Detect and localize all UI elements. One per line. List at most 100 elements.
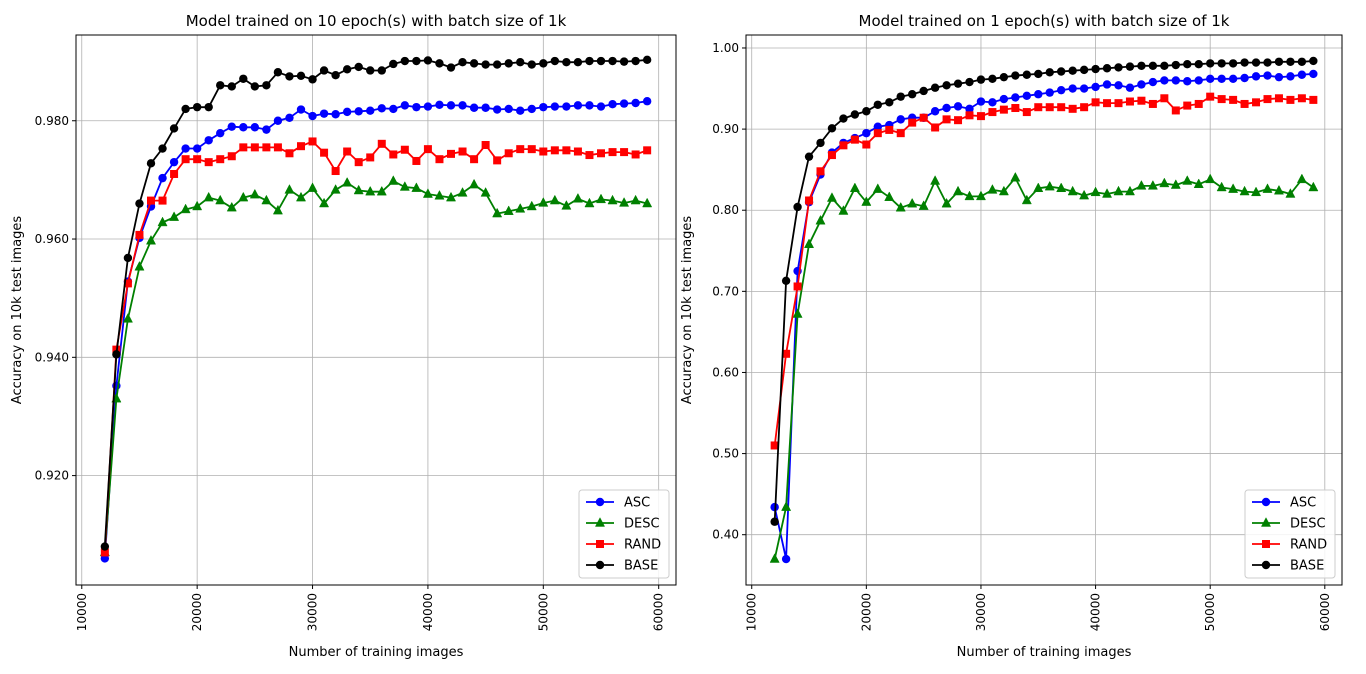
data-point-desc xyxy=(1239,185,1250,196)
data-point-rand xyxy=(1068,104,1077,113)
data-point-base xyxy=(1011,71,1020,80)
data-point-asc xyxy=(262,125,271,134)
data-point-desc xyxy=(469,178,480,189)
y-tick-label: 1.00 xyxy=(712,41,739,55)
data-point-base xyxy=(1240,58,1249,67)
data-point-asc xyxy=(1194,76,1203,85)
data-point-asc xyxy=(1263,71,1272,80)
data-point-base xyxy=(642,55,652,65)
data-point-base xyxy=(885,98,894,107)
data-point-desc xyxy=(619,197,630,207)
data-point-rand xyxy=(1114,99,1123,108)
data-point-base xyxy=(1091,64,1100,74)
data-point-asc xyxy=(481,103,490,112)
data-point-base xyxy=(296,71,306,81)
legend-marker-asc xyxy=(1261,497,1271,507)
data-point-rand xyxy=(631,150,640,159)
data-point-asc xyxy=(1056,85,1066,95)
data-point-rand xyxy=(1011,104,1020,113)
data-point-base xyxy=(1045,68,1054,77)
data-point-base xyxy=(999,72,1009,82)
data-point-base xyxy=(273,68,283,77)
x-tick-label: 10000 xyxy=(75,593,89,631)
data-point-rand xyxy=(273,143,282,152)
data-point-rand xyxy=(1137,96,1146,105)
series-rand xyxy=(100,137,652,557)
legend-label-base: BASE xyxy=(1290,559,1324,574)
data-point-asc xyxy=(896,115,905,124)
data-point-base xyxy=(770,517,779,526)
data-point-rand xyxy=(158,196,167,205)
data-point-base xyxy=(192,102,202,112)
data-point-base xyxy=(1205,59,1215,68)
x-tick-label: 60000 xyxy=(1318,593,1332,631)
data-point-asc xyxy=(216,128,225,138)
data-point-base xyxy=(631,56,640,66)
data-point-rand xyxy=(942,115,951,124)
data-point-rand xyxy=(539,147,548,156)
data-point-asc xyxy=(1240,73,1249,83)
data-point-rand xyxy=(1217,95,1226,104)
data-point-base xyxy=(1034,69,1043,79)
data-point-rand xyxy=(597,149,605,158)
legend-box xyxy=(1244,489,1336,579)
legend-marker-base xyxy=(595,560,605,570)
data-point-rand xyxy=(262,143,271,152)
data-point-rand xyxy=(366,153,375,162)
data-point-asc xyxy=(585,101,594,110)
data-point-rand xyxy=(1297,94,1306,103)
data-point-desc xyxy=(134,261,145,271)
data-point-base xyxy=(1114,63,1123,72)
data-point-rand xyxy=(1103,99,1112,108)
data-point-asc xyxy=(331,110,340,119)
data-point-base xyxy=(1125,62,1135,71)
data-point-asc xyxy=(492,105,502,114)
data-point-desc xyxy=(1147,180,1158,190)
data-point-asc xyxy=(227,122,236,131)
data-point-base xyxy=(827,124,837,133)
data-point-desc xyxy=(203,191,214,202)
data-point-asc xyxy=(1160,76,1169,85)
data-point-base xyxy=(896,92,905,101)
x-tick-label: 50000 xyxy=(1203,593,1217,631)
data-point-desc xyxy=(157,216,168,227)
data-point-asc xyxy=(366,106,375,115)
data-point-base xyxy=(1183,60,1192,69)
data-point-desc xyxy=(1193,178,1204,188)
data-point-base xyxy=(204,102,213,112)
data-point-rand xyxy=(227,152,236,161)
data-point-desc xyxy=(584,197,595,208)
data-point-asc xyxy=(999,94,1009,104)
data-point-asc xyxy=(1286,72,1295,81)
series-line-asc xyxy=(103,100,648,559)
data-point-rand xyxy=(1160,94,1169,103)
data-point-desc xyxy=(492,207,503,218)
y-tick-label: 0.920 xyxy=(35,469,69,483)
data-point-rand xyxy=(285,149,294,158)
data-point-desc xyxy=(1090,186,1101,197)
data-point-desc xyxy=(480,187,491,197)
data-point-base xyxy=(504,59,513,68)
data-point-desc xyxy=(422,188,433,198)
data-point-base xyxy=(342,65,352,74)
data-point-desc xyxy=(1308,181,1319,192)
legend-marker-asc xyxy=(595,497,605,507)
data-point-asc xyxy=(1217,74,1226,84)
grid xyxy=(76,35,676,585)
data-point-base xyxy=(850,110,860,119)
data-point-rand xyxy=(1194,99,1203,108)
data-point-rand xyxy=(782,349,791,358)
data-point-desc xyxy=(895,201,906,212)
data-point-base xyxy=(539,59,548,68)
data-point-desc xyxy=(169,211,180,221)
data-point-asc xyxy=(516,106,525,115)
data-point-base xyxy=(250,82,260,91)
data-point-desc xyxy=(918,200,929,210)
data-point-asc xyxy=(1068,84,1077,93)
data-point-desc xyxy=(561,200,572,210)
data-point-desc xyxy=(998,185,1009,196)
data-point-asc xyxy=(619,99,629,108)
data-point-base xyxy=(239,74,248,83)
x-tick-label: 20000 xyxy=(859,593,873,631)
